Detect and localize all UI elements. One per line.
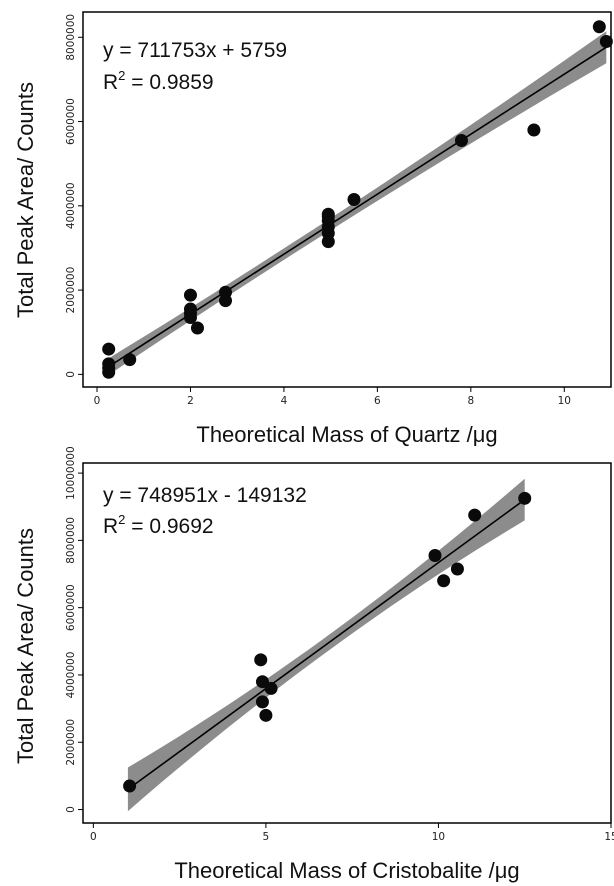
y-tick-label: 8000000 bbox=[65, 517, 77, 564]
data-point bbox=[321, 207, 335, 221]
y-axis-ticks: 0 2000000 4000000 6000000 8000000 bbox=[65, 14, 83, 378]
data-points bbox=[123, 491, 532, 793]
regression-equation: y = 748951x - 149132 bbox=[103, 484, 307, 507]
x-tick-label: 10 bbox=[558, 395, 571, 407]
y-axis-label: Total Peak Area/ Counts bbox=[13, 528, 38, 764]
regression-equation: y = 711753x + 5759 bbox=[103, 39, 287, 62]
y-axis-ticks: 0 2000000 4000000 6000000 8000000 10000000 bbox=[65, 446, 83, 813]
data-point bbox=[437, 574, 451, 588]
y-tick-label: 4000000 bbox=[65, 652, 77, 699]
x-axis-label: Theoretical Mass of Quartz /μg bbox=[196, 422, 497, 447]
data-point bbox=[123, 779, 137, 793]
data-point bbox=[599, 34, 613, 48]
data-point bbox=[102, 357, 116, 371]
data-point bbox=[518, 491, 532, 505]
data-point bbox=[254, 653, 268, 667]
data-point bbox=[219, 285, 233, 299]
data-point bbox=[190, 321, 204, 335]
fit-line bbox=[127, 498, 526, 791]
data-point bbox=[527, 123, 541, 137]
data-point bbox=[183, 302, 197, 316]
y-tick-label: 4000000 bbox=[65, 182, 77, 229]
x-tick-label: 5 bbox=[263, 831, 270, 843]
y-tick-label: 2000000 bbox=[65, 719, 77, 766]
data-point bbox=[259, 708, 273, 722]
data-point bbox=[123, 353, 137, 367]
x-tick-label: 15 bbox=[604, 831, 614, 843]
data-point bbox=[183, 288, 197, 302]
data-point bbox=[428, 549, 442, 563]
x-tick-label: 8 bbox=[467, 395, 474, 407]
x-axis-label: Theoretical Mass of Cristobalite /μg bbox=[174, 858, 519, 883]
y-tick-label: 6000000 bbox=[65, 98, 77, 145]
x-axis-ticks: 0 2 4 6 8 10 bbox=[94, 387, 571, 407]
data-point bbox=[102, 342, 116, 356]
x-tick-label: 6 bbox=[374, 395, 381, 407]
data-point bbox=[450, 562, 464, 576]
r-squared: R2 = 0.9859 bbox=[103, 68, 214, 94]
x-tick-label: 10 bbox=[432, 831, 445, 843]
y-tick-label: 0 bbox=[65, 371, 77, 378]
x-tick-label: 0 bbox=[94, 395, 101, 407]
x-tick-label: 2 bbox=[187, 395, 194, 407]
data-point bbox=[255, 695, 269, 709]
regression-line bbox=[127, 498, 526, 791]
x-axis-ticks: 0 5 10 15 bbox=[90, 823, 614, 843]
data-point bbox=[468, 508, 482, 522]
data-points bbox=[102, 20, 613, 379]
data-point bbox=[264, 681, 278, 695]
panel-cristobalite: 0 5 10 15 0 2000000 4000000 6000000 8000000 1000… bbox=[13, 446, 614, 883]
x-tick-label: 0 bbox=[90, 831, 97, 843]
panel-quartz: 0 2 4 6 8 10 0 2000000 4000000 6000000 8000000 y … bbox=[13, 11, 613, 447]
y-tick-label: 6000000 bbox=[65, 584, 77, 631]
y-axis-label: Total Peak Area/ Counts bbox=[13, 82, 38, 318]
x-tick-label: 4 bbox=[281, 395, 288, 407]
r-squared: R2 = 0.9692 bbox=[103, 512, 214, 538]
data-point bbox=[454, 134, 468, 148]
y-tick-label: 0 bbox=[65, 806, 77, 813]
data-point bbox=[592, 20, 606, 34]
data-point bbox=[347, 193, 361, 206]
y-tick-label: 2000000 bbox=[65, 267, 77, 314]
y-tick-label: 10000000 bbox=[65, 446, 77, 499]
y-tick-label: 8000000 bbox=[65, 14, 77, 61]
